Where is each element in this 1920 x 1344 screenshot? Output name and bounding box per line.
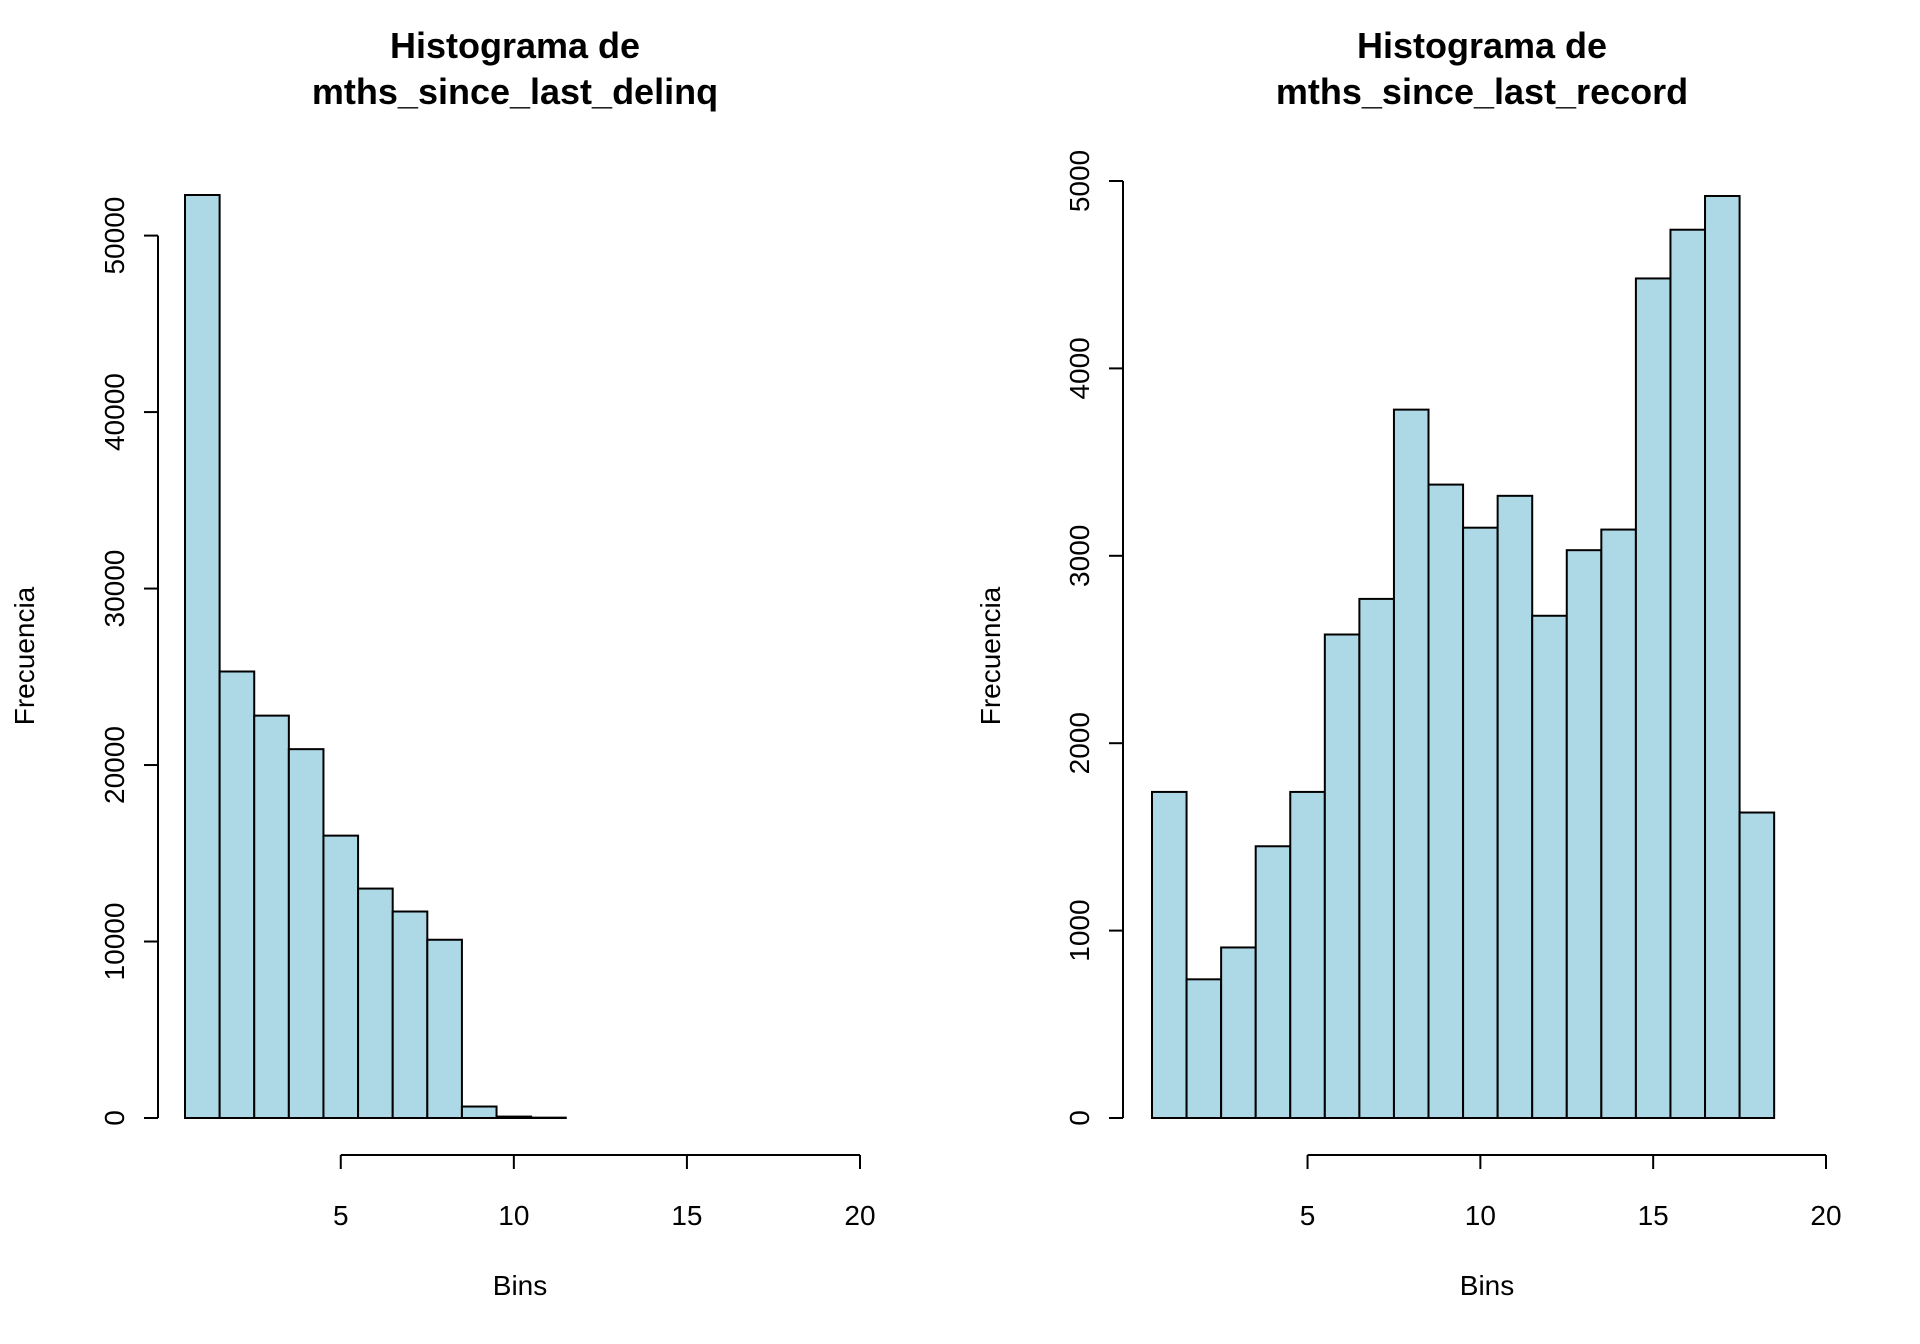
histogram-bar: [1565, 549, 1603, 1119]
chart-title-line-2: mths_since_last_record: [1276, 71, 1688, 112]
y-tick-label: 3000: [1064, 525, 1095, 587]
x-axis-label: Bins: [1460, 1270, 1514, 1301]
histogram-bar: [1323, 633, 1361, 1119]
histogram-panel-record: Histograma de mths_since_last_record 0 1000…: [975, 25, 1842, 1301]
x-tick-label: 5: [1300, 1200, 1316, 1231]
y-tick-label: 20000: [99, 726, 130, 804]
histogram-bar: [357, 887, 394, 1119]
histogram-bar: [287, 748, 325, 1119]
histogram-bar: [1427, 483, 1465, 1119]
x-tick-label: 5: [333, 1200, 349, 1231]
histogram-bar: [1704, 194, 1741, 1119]
histogram-bar: [1289, 790, 1326, 1119]
y-tick-label: 50000: [99, 197, 130, 275]
histogram-bar: [1496, 494, 1534, 1120]
histogram-bar: [1462, 526, 1499, 1119]
histogram-bar: [1669, 228, 1707, 1119]
x-tick-label: 20: [1810, 1200, 1841, 1231]
histogram-bar: [253, 714, 290, 1119]
histogram-bar: [426, 938, 463, 1120]
histogram-bar: [460, 1105, 498, 1120]
histogram-bar: [1738, 811, 1776, 1120]
y-axis-label: Frecuencia: [9, 586, 40, 725]
x-axis-label: Bins: [493, 1270, 547, 1301]
y-tick-label: 4000: [1064, 337, 1095, 399]
y-tick-label: 40000: [99, 373, 130, 451]
x-tick-label: 20: [844, 1200, 875, 1231]
histogram-bar: [1531, 614, 1568, 1119]
histogram-bar: [1634, 277, 1672, 1119]
chart-title-line-2: mths_since_last_delinq: [312, 71, 718, 112]
histogram-bar: [184, 194, 221, 1119]
y-tick-label: 2000: [1064, 712, 1095, 774]
histogram-bar: [495, 1115, 533, 1119]
histogram-bar: [1392, 408, 1430, 1119]
histogram-panel-delinq: Histograma de mths_since_last_delinq 0 1000…: [9, 25, 876, 1301]
histogram-bar: [391, 910, 429, 1119]
chart-title-line-1: Histograma de: [390, 25, 640, 66]
x-tick-label: 10: [1465, 1200, 1496, 1231]
y-tick-label: 5000: [1064, 150, 1095, 212]
y-axis-label: Frecuencia: [975, 586, 1006, 725]
y-tick-label: 10000: [99, 903, 130, 981]
x-tick-label: 15: [671, 1200, 702, 1231]
y-tick-label: 0: [1064, 1110, 1095, 1126]
histogram-bar: [1600, 528, 1637, 1119]
x-tick-label: 15: [1638, 1200, 1669, 1231]
histogram-bar: [1220, 946, 1257, 1119]
chart-title-line-1: Histograma de: [1357, 25, 1607, 66]
y-tick-label: 30000: [99, 550, 130, 628]
histogram-bar: [1151, 790, 1188, 1119]
histogram-bar: [1185, 978, 1223, 1119]
y-tick-label: 1000: [1064, 899, 1095, 961]
y-tick-label: 0: [99, 1110, 130, 1126]
histogram-bar: [1358, 597, 1395, 1119]
x-tick-label: 10: [498, 1200, 529, 1231]
histogram-bar: [1254, 845, 1292, 1120]
histogram-bar: [218, 670, 256, 1120]
histogram-bar: [322, 834, 360, 1120]
